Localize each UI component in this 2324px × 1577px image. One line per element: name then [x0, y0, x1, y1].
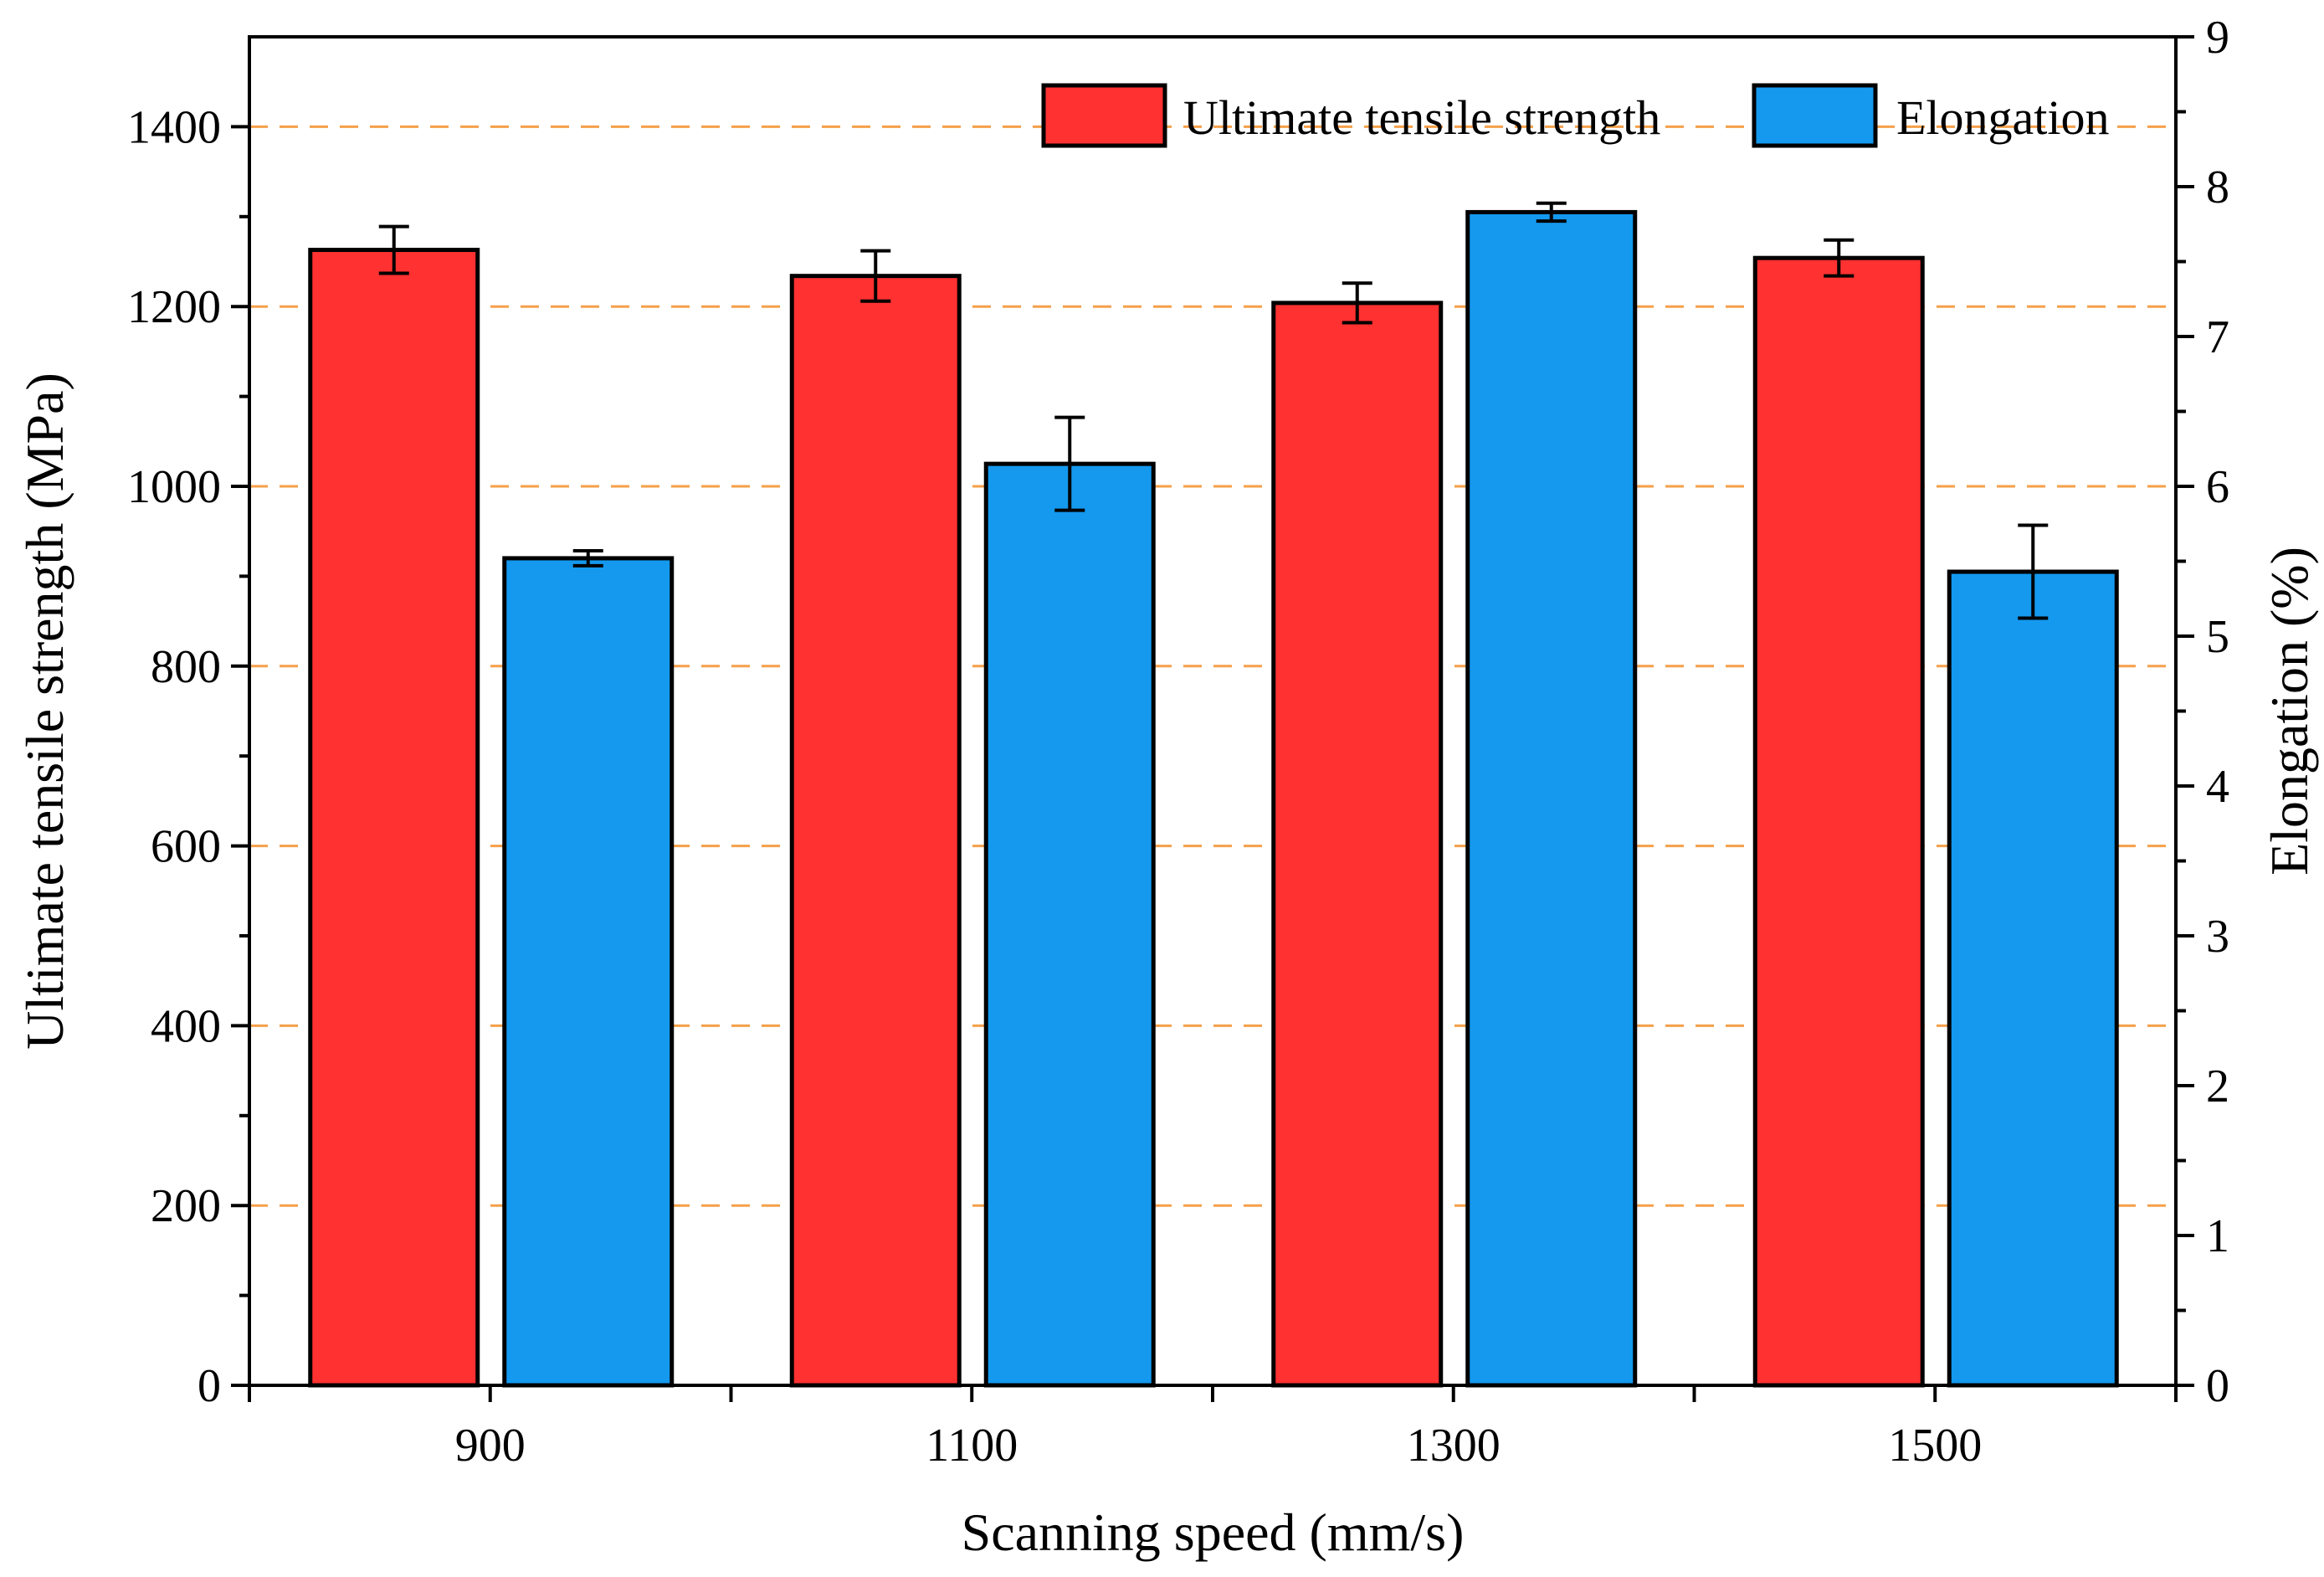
bar-elongation	[1465, 209, 1638, 1388]
y2-tick-label: 0	[2206, 1360, 2229, 1412]
bar-ultimate-tensile-strength	[789, 274, 962, 1388]
legend-swatch-ultimate-tensile-strength	[1041, 83, 1167, 148]
bar-ultimate-tensile-strength	[308, 248, 480, 1388]
y-tick-label: 400	[151, 1000, 221, 1052]
y-tick-label: 200	[151, 1180, 221, 1232]
y2-tick-label: 4	[2206, 761, 2229, 813]
y-tick-label: 800	[151, 641, 221, 693]
y-tick-label: 1000	[127, 461, 221, 513]
y-tick-label: 1400	[127, 101, 221, 153]
bars-layer	[308, 209, 2119, 1388]
y2-axis-title: Elongation (%)	[2260, 547, 2319, 876]
x-tick-label: 1500	[1888, 1420, 1982, 1472]
y2-tick-label: 8	[2206, 162, 2229, 213]
y2-tick-label: 1	[2206, 1210, 2229, 1262]
axes-layer: 0 200 400 600 800 1000 1200 1400 0 1 2 3 4 5 6 7 8 9 900 11…	[127, 12, 2229, 1472]
error-bars-layer	[378, 201, 2049, 620]
bar-elongation	[502, 556, 675, 1388]
legend-label-ultimate-tensile-strength: Ultimate tensile strength	[1183, 90, 1660, 145]
x-tick-label: 1300	[1407, 1420, 1501, 1472]
bar-ultimate-tensile-strength	[1752, 255, 1925, 1388]
y2-tick-label: 2	[2206, 1061, 2229, 1112]
bar-elongation	[1947, 569, 2119, 1388]
legend-swatch-elongation	[1752, 83, 1878, 148]
y2-tick-label: 6	[2206, 461, 2229, 513]
y-tick-label: 1200	[127, 281, 221, 333]
x-tick-label: 900	[455, 1420, 526, 1472]
y-axis-title: Ultimate tensile strength (MPa)	[15, 372, 74, 1050]
y2-tick-label: 7	[2206, 311, 2229, 363]
x-axis-title: Scanning speed (mm/s)	[962, 1503, 1465, 1562]
y2-tick-label: 9	[2206, 12, 2229, 64]
legend: Ultimate tensile strength Elongation	[1041, 83, 2110, 148]
y2-tick-label: 5	[2206, 611, 2229, 663]
y-tick-label: 600	[151, 821, 221, 873]
legend-label-elongation: Elongation	[1896, 90, 2110, 145]
bar-elongation	[983, 461, 1156, 1388]
y2-tick-label: 3	[2206, 911, 2229, 963]
y-tick-label: 0	[198, 1360, 221, 1412]
bar-ultimate-tensile-strength	[1271, 301, 1444, 1388]
x-tick-label: 1100	[926, 1420, 1018, 1472]
